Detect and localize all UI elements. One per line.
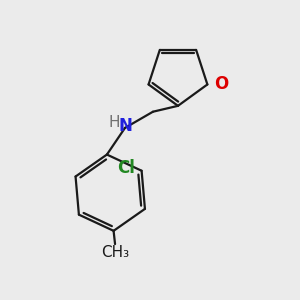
Text: H: H (108, 115, 119, 130)
Text: O: O (214, 76, 228, 94)
Text: CH₃: CH₃ (101, 245, 129, 260)
Text: N: N (118, 117, 133, 135)
Text: Cl: Cl (117, 159, 135, 177)
